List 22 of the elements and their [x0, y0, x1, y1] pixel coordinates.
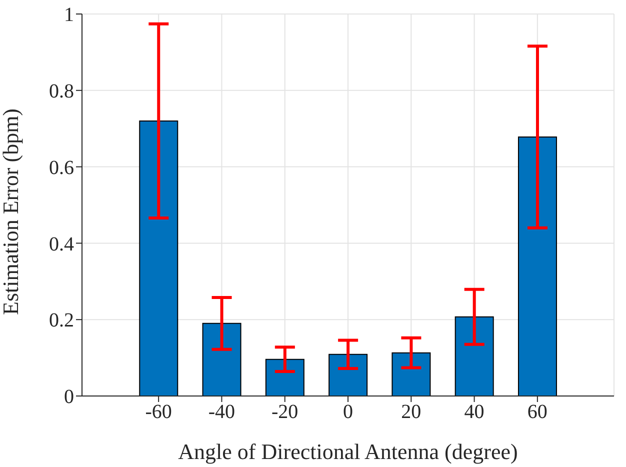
x-tick-label: 60 [527, 401, 548, 424]
bar [265, 358, 304, 396]
x-tick-label: -60 [145, 401, 172, 424]
x-tick-label: -20 [272, 401, 298, 424]
y-tick-label: 1 [64, 4, 74, 26]
bar [328, 354, 368, 396]
x-tick-label: 40 [464, 401, 484, 424]
x-tick-label: 20 [401, 401, 422, 424]
y-tick-label: 0 [64, 386, 74, 408]
bar [139, 120, 178, 396]
bar [454, 316, 494, 396]
y-tick-label: 0.8 [49, 80, 74, 102]
y-tick-label: 0.6 [49, 156, 74, 179]
x-tick-label: 0 [343, 401, 353, 424]
y-axis-title: Estimation Error (bpm) [0, 108, 23, 315]
bar [202, 322, 242, 396]
bar [518, 136, 557, 396]
x-axis-title: Angle of Directional Antenna (degree) [178, 439, 518, 464]
bar [392, 352, 431, 396]
y-tick-label: 0.2 [49, 310, 74, 332]
y-tick-label: 0.4 [49, 233, 74, 256]
x-tick-label: -40 [208, 401, 236, 424]
